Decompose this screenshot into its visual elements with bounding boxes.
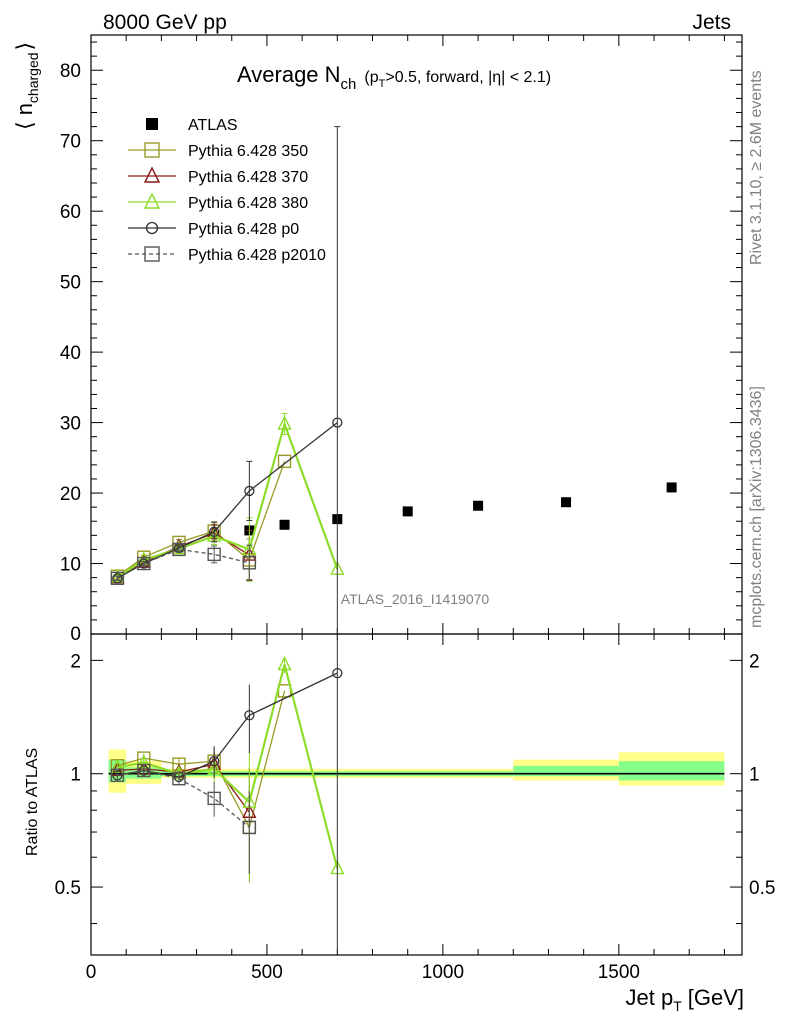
legend-marker-3	[143, 192, 161, 209]
series-0-main-point-1	[279, 519, 290, 530]
legend-marker-2	[143, 166, 161, 183]
legend-marker-0	[146, 118, 158, 130]
x-tick-label-1000: 1000	[422, 962, 464, 983]
series-1-ratio-line	[117, 690, 286, 830]
main-y-axis-label: ⟨ ncharged⟩	[12, 42, 41, 130]
axis-ticks	[90, 35, 742, 955]
y-tick-label-main-10: 10	[60, 555, 81, 576]
legend-label-3: Pythia 6.428 380	[188, 195, 308, 212]
series-4-ratio-point-5	[332, 667, 343, 679]
series-5-main-line	[117, 548, 250, 579]
series-1-main-point-5	[277, 454, 292, 469]
series-5-ratio-line	[117, 769, 250, 828]
ratio-panel-series	[110, 634, 345, 951]
series-3-main-point-5	[277, 415, 292, 430]
legend-label-1: Pythia 6.428 350	[188, 143, 308, 160]
mcplots-source-label: mcplots.cern.ch [arXiv:1306.3436]	[748, 386, 765, 628]
y-tick-label-ratio-0.5: 0.5	[55, 878, 81, 899]
ratio-y-axis-label: Ratio to ATLAS	[24, 748, 41, 856]
ratio-band-green-3	[513, 765, 619, 777]
y-tick-label-ratio-2: 2	[70, 651, 81, 672]
series-0-main-point-4	[473, 500, 484, 511]
series-5-ratio-point-0	[110, 768, 125, 783]
series-4-main-point-1	[138, 558, 149, 569]
y-tick-label-ratio-right-1: 1	[749, 765, 760, 786]
y-tick-label-main-80: 80	[60, 61, 81, 82]
series-4-main-point-3	[209, 526, 220, 537]
series-5-main-point-2	[172, 542, 186, 557]
series-5-ratio-point-2	[172, 771, 186, 786]
y-tick-label-ratio-1: 1	[70, 765, 81, 786]
chart-title: Average Nch (pT>0.5, forward, |η| < 2.1)	[237, 62, 551, 93]
axis-tick-labels: 0 500 1000 1500 0 10 20 30 40 50 60 70 80 0.5 0.5 1 1 2 2	[55, 61, 776, 983]
series-0-main-point-5	[561, 497, 572, 508]
legend-marker-1	[144, 142, 160, 158]
header-right-label: Jets	[692, 11, 731, 34]
series-4-main-point-4	[244, 485, 255, 497]
series-4-main-point-0	[112, 573, 123, 584]
y-tick-label-ratio-right-0.5: 0.5	[749, 878, 775, 899]
y-tick-label-ratio-right-2: 2	[749, 651, 760, 672]
series-4-ratio-point-4	[244, 710, 255, 721]
y-tick-label-main-60: 60	[60, 202, 81, 223]
x-tick-label-0: 0	[86, 962, 97, 983]
x-tick-label-500: 500	[251, 962, 283, 983]
ratio-panel-frame	[90, 633, 743, 956]
y-tick-label-main-20: 20	[60, 484, 81, 505]
legend: ATLAS Pythia 6.428 350 Pythia 6.428 370 Pyt…	[128, 117, 326, 264]
x-tick-label-1500: 1500	[598, 962, 640, 983]
analysis-id-label: ATLAS_2016_I1419070	[341, 591, 490, 607]
series-0-main-point-6	[666, 482, 677, 493]
series-0-main-point-3	[402, 506, 413, 517]
series-5-main-point-1	[137, 556, 151, 571]
legend-label-2: Pythia 6.428 370	[188, 169, 308, 186]
series-3-ratio-point-5	[277, 655, 292, 671]
series-5-ratio-point-3	[207, 791, 221, 806]
series-4-main-point-5	[332, 417, 343, 428]
series-5-main-point-0	[110, 571, 125, 586]
legend-label-4: Pythia 6.428 p0	[188, 221, 299, 238]
y-tick-label-main-40: 40	[60, 343, 81, 364]
series-3-main-point-2	[171, 540, 187, 555]
x-axis-label: Jet pT [GeV]	[625, 985, 744, 1014]
y-tick-label-main-0: 0	[70, 624, 81, 645]
series-5-ratio-point-1	[137, 763, 151, 778]
y-tick-label-main-70: 70	[60, 132, 81, 153]
y-tick-label-main-50: 50	[60, 273, 81, 294]
series-5-main-point-4	[242, 556, 257, 570]
legend-label-0: ATLAS	[188, 117, 238, 134]
legend-marker-4	[145, 221, 159, 235]
series-5-ratio-point-4	[242, 820, 257, 835]
ratio-band-green-4	[618, 761, 725, 781]
series-5-main-point-3	[207, 547, 221, 562]
rivet-version-label: Rivet 3.1.10, ≥ 2.6M events	[748, 70, 765, 265]
legend-label-5: Pythia 6.428 p2010	[188, 247, 326, 264]
header-left-label: 8000 GeV pp	[103, 11, 227, 34]
legend-marker-5	[144, 246, 160, 262]
series-4-ratio-point-3	[209, 755, 220, 767]
y-tick-label-main-30: 30	[60, 414, 81, 435]
main-panel-series	[110, 126, 677, 635]
